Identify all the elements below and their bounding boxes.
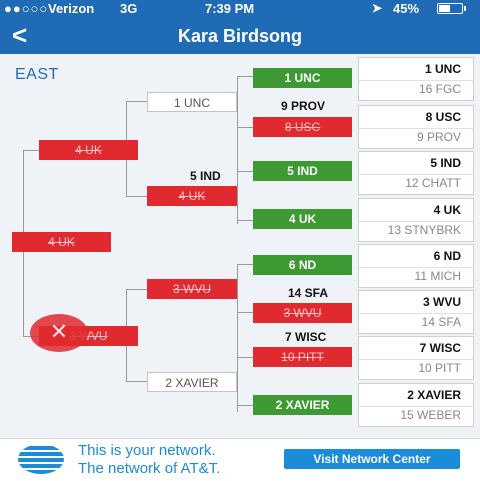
pick-box-r1-1[interactable]: 1 UNC xyxy=(253,68,352,88)
connector-line xyxy=(237,76,253,77)
team-bottom: 12 CHATT xyxy=(405,176,461,190)
visit-network-center-button[interactable]: Visit Network Center xyxy=(284,449,460,469)
team-bottom: 14 SFA xyxy=(421,315,461,329)
pick-box-r1-7[interactable]: 10 PITT xyxy=(253,347,352,367)
matchup-7[interactable]: 7 WISC 10 PITT xyxy=(358,336,474,380)
eliminated-pick: 3 WVU xyxy=(283,306,322,320)
region-title: EAST xyxy=(15,66,59,83)
pick-box-r2-1[interactable]: 1 UNC xyxy=(147,92,237,112)
matchup-1[interactable]: 1 UNC 16 FGC xyxy=(358,57,474,101)
pick-label-prov: 9 PROV xyxy=(281,99,326,113)
pick-box-r1-2[interactable]: 8 USC xyxy=(253,117,352,137)
eliminated-x-icon: ✕ xyxy=(30,314,88,352)
team-bottom: 11 MICH xyxy=(414,269,461,283)
eliminated-pick: 3 WVU xyxy=(172,282,211,296)
connector-line xyxy=(237,405,253,406)
matchup-6[interactable]: 3 WVU 14 SFA xyxy=(358,290,474,334)
att-globe-icon xyxy=(18,444,64,474)
nav-bar: < Kara Birdsong xyxy=(0,18,480,54)
pick-box-r4[interactable]: 4 UK xyxy=(12,232,111,252)
team-top: 3 WVU xyxy=(422,295,461,309)
pick-box-r2-2[interactable]: 4 UK xyxy=(147,186,237,206)
ad-headline: This is your network. xyxy=(78,442,216,459)
ad-banner[interactable]: This is your network. The network of AT&… xyxy=(0,438,480,481)
divider xyxy=(359,406,473,407)
status-bar: ●●○○○ Verizon 3G 7:39 PM ➤ 45% xyxy=(0,0,480,18)
pick-box-r1-8[interactable]: 2 XAVIER xyxy=(253,395,352,415)
connector-line xyxy=(237,220,253,221)
pick-label-wisc: 7 WISC xyxy=(285,330,327,344)
pick-label-sfa: 14 SFA xyxy=(288,286,329,300)
team-bottom: 13 STNYBRK xyxy=(387,223,461,237)
eliminated-pick: 8 USC xyxy=(284,120,321,134)
team-bottom: 16 FGC xyxy=(418,82,461,96)
ad-subline: The network of AT&T. xyxy=(78,460,221,477)
pick-box-r2-4[interactable]: 2 XAVIER xyxy=(147,372,237,392)
pick-box-r1-3[interactable]: 5 IND xyxy=(253,161,352,181)
pick-box-r1-5[interactable]: 6 ND xyxy=(253,255,352,275)
eliminated-pick: 4 UK xyxy=(48,235,75,249)
divider xyxy=(359,80,473,81)
team-top: 1 UNC xyxy=(424,62,461,76)
eliminated-pick: 4 UK xyxy=(178,189,206,203)
matchup-5[interactable]: 6 ND 11 MICH xyxy=(358,244,474,288)
pick-label-ind: 5 IND xyxy=(190,169,221,183)
team-top: 7 WISC xyxy=(419,341,461,355)
carrier-name: Verizon xyxy=(48,1,95,16)
connector-line xyxy=(237,264,238,412)
divider xyxy=(359,313,473,314)
connector-line xyxy=(237,76,238,224)
connector-line xyxy=(237,312,253,313)
divider xyxy=(359,359,473,360)
location-arrow-icon: ➤ xyxy=(372,1,383,15)
pick-box-r2-3[interactable]: 3 WVU xyxy=(147,279,237,299)
connector-line xyxy=(237,357,253,358)
team-bottom: 10 PITT xyxy=(418,361,461,375)
connector-line xyxy=(237,264,253,265)
page-title: Kara Birdsong xyxy=(177,26,303,46)
divider xyxy=(359,267,473,268)
team-bottom: 9 PROV xyxy=(416,130,461,144)
divider xyxy=(359,221,473,222)
pick-box-r3-1[interactable]: 4 UK xyxy=(39,140,138,160)
matchup-3[interactable]: 5 IND 12 CHATT xyxy=(358,151,474,195)
signal-strength-icon: ●●○○○ xyxy=(4,1,49,16)
clock: 7:39 PM xyxy=(205,1,255,16)
connector-line xyxy=(237,171,253,172)
battery-icon xyxy=(437,3,463,14)
team-top: 6 ND xyxy=(433,249,461,263)
battery-percent: 45% xyxy=(393,1,420,16)
bracket-view[interactable]: EAST 1 UNC 9 PROV 8 USC 5 IND 4 UK 6 ND … xyxy=(0,54,480,438)
divider xyxy=(359,128,473,129)
matchup-2[interactable]: 8 USC 9 PROV xyxy=(358,105,474,149)
team-top: 4 UK xyxy=(433,203,461,217)
divider xyxy=(359,174,473,175)
team-top: 5 IND xyxy=(430,156,461,170)
battery-tip xyxy=(464,6,466,11)
eliminated-pick: 10 PITT xyxy=(281,350,324,364)
team-top: 2 XAVIER xyxy=(407,388,461,402)
team-bottom: 15 WEBER xyxy=(400,408,461,422)
eliminated-pick: 4 UK xyxy=(75,143,102,157)
matchup-8[interactable]: 2 XAVIER 15 WEBER xyxy=(358,383,474,427)
pick-box-r1-6[interactable]: 3 WVU xyxy=(253,303,352,323)
team-top: 8 USC xyxy=(425,110,461,124)
pick-box-r1-4[interactable]: 4 UK xyxy=(253,209,352,229)
matchup-4[interactable]: 4 UK 13 STNYBRK xyxy=(358,198,474,242)
battery-fill xyxy=(439,5,450,12)
network-type: 3G xyxy=(120,1,138,16)
connector-line xyxy=(237,127,253,128)
back-button[interactable]: < xyxy=(12,20,28,50)
